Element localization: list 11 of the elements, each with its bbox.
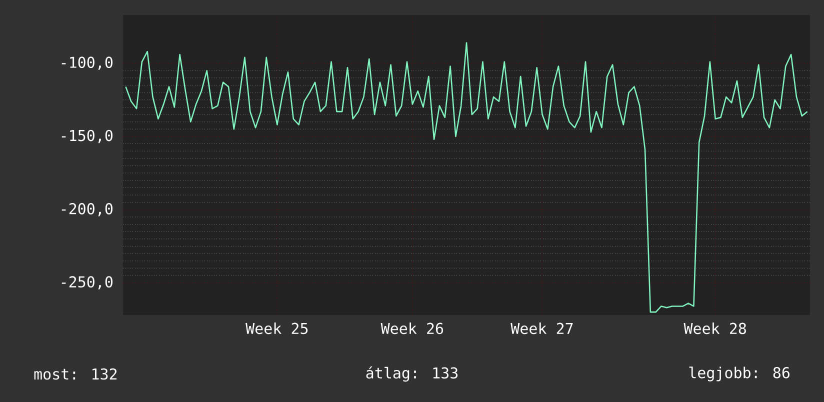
text: legjobb: 86	[689, 366, 790, 382]
y-tick-label: -200,0	[62, 203, 112, 216]
x-tick-label: Week 27	[510, 322, 573, 334]
x-tick-label: Week 28	[684, 322, 746, 334]
x-tick-label: Week 26	[380, 322, 444, 334]
y-tick-label: -100,0	[62, 56, 112, 70]
x-tick-label: Week 25	[246, 322, 308, 334]
y-tick-label: -150,0	[62, 130, 112, 144]
y-tick-label: -250,0	[62, 276, 112, 290]
text: átlag: 133	[366, 366, 458, 382]
text: most: 132	[34, 368, 117, 380]
